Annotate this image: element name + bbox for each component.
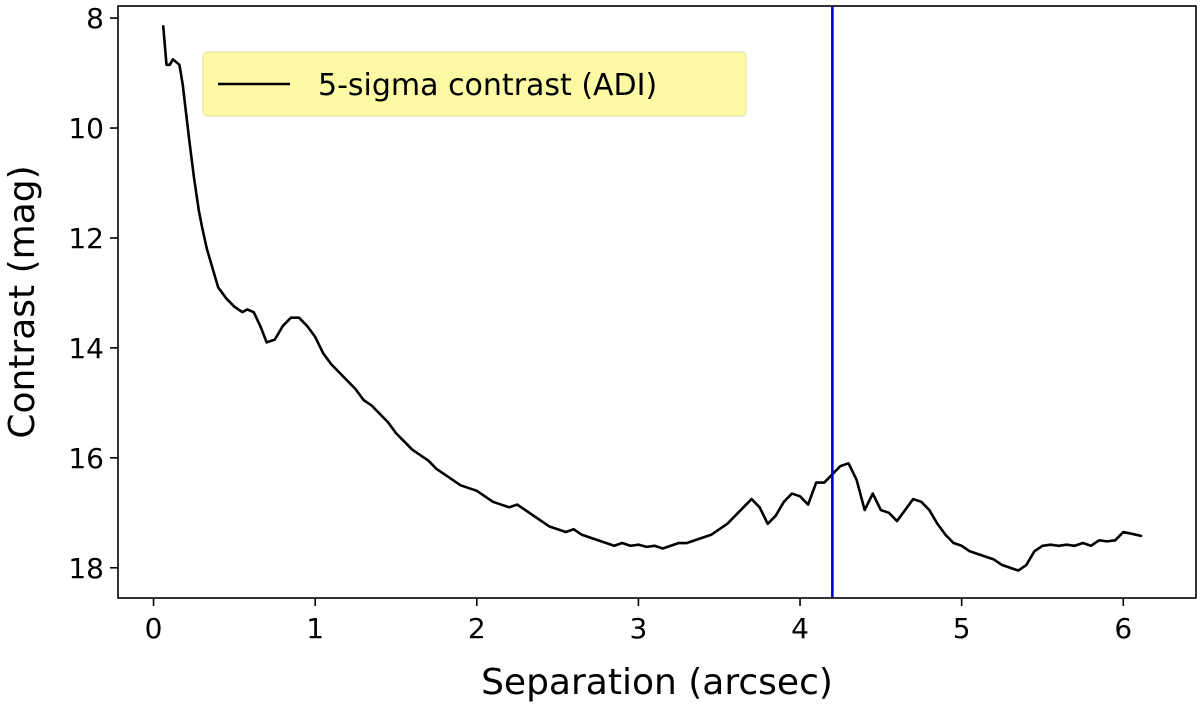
y-tick-label: 10	[68, 112, 104, 145]
x-tick-label: 6	[1114, 612, 1132, 645]
x-tick-label: 2	[468, 612, 486, 645]
legend-entry: 5-sigma contrast (ADI)	[318, 68, 657, 103]
y-tick-label: 14	[68, 332, 104, 365]
series-line-0	[161, 25, 1143, 572]
y-axis-label: Contrast (mag)	[2, 165, 43, 438]
x-tick-label: 5	[953, 612, 971, 645]
x-tick-label: 3	[629, 612, 647, 645]
y-tick-label: 8	[86, 2, 104, 35]
x-tick-label: 1	[306, 612, 324, 645]
y-tick-label: 16	[68, 442, 104, 475]
plot-frame	[117, 5, 1197, 599]
y-tick-label: 18	[68, 552, 104, 585]
legend: 5-sigma contrast (ADI)	[202, 51, 747, 117]
x-axis-label: Separation (arcsec)	[481, 662, 833, 703]
y-tick-label: 12	[68, 222, 104, 255]
plot-area	[161, 6, 1143, 598]
legend-box	[202, 51, 747, 117]
x-tick-label: 0	[145, 612, 163, 645]
x-tick-label: 4	[791, 612, 809, 645]
